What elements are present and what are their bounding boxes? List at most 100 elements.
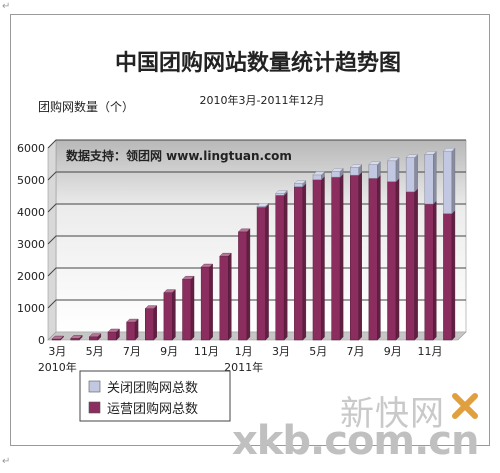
x-tick-label: 11月 (194, 345, 219, 358)
bar-operating-front (163, 292, 173, 341)
bar-operating-top (107, 328, 120, 333)
y-tick-label: 1000 (17, 302, 45, 315)
bar-operating-front (256, 206, 266, 341)
y-tick-label: 4000 (17, 206, 45, 219)
bar-closed-top (331, 168, 344, 172)
bar-operating-side (395, 178, 400, 341)
legend-box (79, 370, 231, 422)
bar-operating-front (387, 181, 397, 341)
bar-closed-front (331, 171, 341, 178)
x-year-label: 2010年 (38, 360, 77, 374)
gridline (47, 267, 466, 277)
bar-operating-side (339, 173, 344, 341)
bar-operating-front (294, 186, 304, 341)
bar-operating-front (182, 278, 192, 341)
x-tick-labels: 3月 5月 7月 9月 11月 1月 3月 5月 7月 9月 11月 2010年 2011年 (38, 345, 443, 374)
bar-operating-front (368, 178, 378, 341)
bars (51, 147, 456, 341)
chart-subtitle: 2010年3月-2011年12月 (200, 93, 325, 107)
bar-operating-front (107, 331, 117, 341)
bar-closed-front (368, 164, 378, 179)
bar-operating-side (414, 188, 418, 341)
bar-operating-front (200, 266, 210, 341)
bar-operating-top (237, 228, 251, 233)
bar-operating-side (358, 171, 362, 341)
x-tick-label: 5月 (86, 345, 104, 358)
gridline (47, 299, 466, 309)
x-tick-label: 7月 (123, 345, 141, 358)
bar-operating-side (377, 174, 381, 341)
bar-closed-top (349, 164, 363, 168)
x-tick-label: 5月 (309, 345, 327, 358)
bar-operating-top (219, 252, 232, 257)
legend-label-operating: 运营团购网总数 (107, 401, 198, 417)
legend-swatch-operating (88, 401, 101, 414)
bar-operating-front (275, 195, 285, 341)
bar-closed-top (256, 203, 270, 207)
x-tick-label: 9月 (160, 345, 178, 358)
x-tick-label: 11月 (418, 345, 443, 358)
bar-closed-side (433, 150, 437, 205)
bar-operating-front (350, 174, 359, 341)
bar-operating-front (331, 176, 341, 341)
x-tick-label: 1月 (235, 345, 253, 358)
watermark-brand: 新快网 (340, 394, 445, 434)
bar-closed-front (294, 183, 304, 187)
bar-operating-front (89, 336, 99, 341)
bar-closed-top (424, 151, 437, 155)
bar-operating-front (443, 213, 453, 341)
bar-closed-front (387, 160, 397, 182)
bar-closed-top (387, 157, 400, 162)
bar-closed-top (312, 171, 325, 176)
bar-operating-side (321, 176, 325, 341)
bar-operating-front (312, 179, 322, 341)
x-tick-label: 7月 (347, 345, 365, 358)
bar-operating-side (209, 263, 213, 341)
bar-closed-top (405, 154, 419, 158)
bar-operating-front (126, 321, 136, 341)
y-axis-label: 团购网数量（个） (38, 99, 134, 114)
bar-closed-side (395, 157, 400, 183)
bar-operating-front (405, 191, 415, 341)
bar-operating-front (219, 255, 229, 341)
bar-operating-top (163, 289, 176, 293)
x-year-label: 2011年 (224, 360, 263, 374)
watermark-url: xkb.com.cn (232, 418, 479, 464)
bar-closed-front (443, 150, 453, 214)
bar-closed-top (368, 161, 381, 165)
legend: 关闭团购网总数 运营团购网总数 (79, 370, 231, 422)
bar-operating-side (302, 183, 307, 341)
y-tick-label: 3000 (17, 238, 45, 251)
bar-closed-front (350, 167, 359, 176)
bar-closed-front (424, 154, 434, 205)
bar-operating-front (70, 338, 80, 341)
chart-title: 中国团购网站数量统计趋势图 (115, 50, 401, 76)
gridline (47, 139, 466, 149)
y-tick-label: 6000 (17, 142, 45, 155)
gridlines (47, 139, 466, 309)
bar-operating-side (433, 200, 437, 341)
bar-operating-top (200, 263, 214, 268)
bar-closed-side (414, 154, 418, 193)
bar-operating-side (153, 305, 157, 341)
bar-operating-top (182, 276, 195, 280)
x-tick-label: 9月 (384, 345, 402, 358)
bar-operating-side (228, 252, 232, 341)
bar-operating-side (172, 289, 176, 341)
legend-swatch-closed (88, 380, 101, 393)
bar-closed-top (442, 147, 456, 152)
bar-closed-front (312, 174, 322, 180)
bar-operating-side (265, 203, 269, 341)
x-tick-label: 3月 (48, 345, 66, 358)
bar-operating-top (144, 305, 158, 309)
bar-closed-side (451, 147, 456, 215)
bar-operating-side (190, 275, 195, 341)
gridline (47, 203, 466, 213)
corner-mark-bottom-left: ↵ (2, 456, 11, 467)
y-tick-labels: 0 1000 2000 3000 4000 5000 6000 (17, 142, 45, 347)
x-tick-label: 3月 (272, 345, 290, 358)
bar-operating-side (246, 228, 251, 341)
legend-label-closed: 关闭团购网总数 (107, 380, 198, 396)
bar-operating-front (238, 231, 248, 341)
